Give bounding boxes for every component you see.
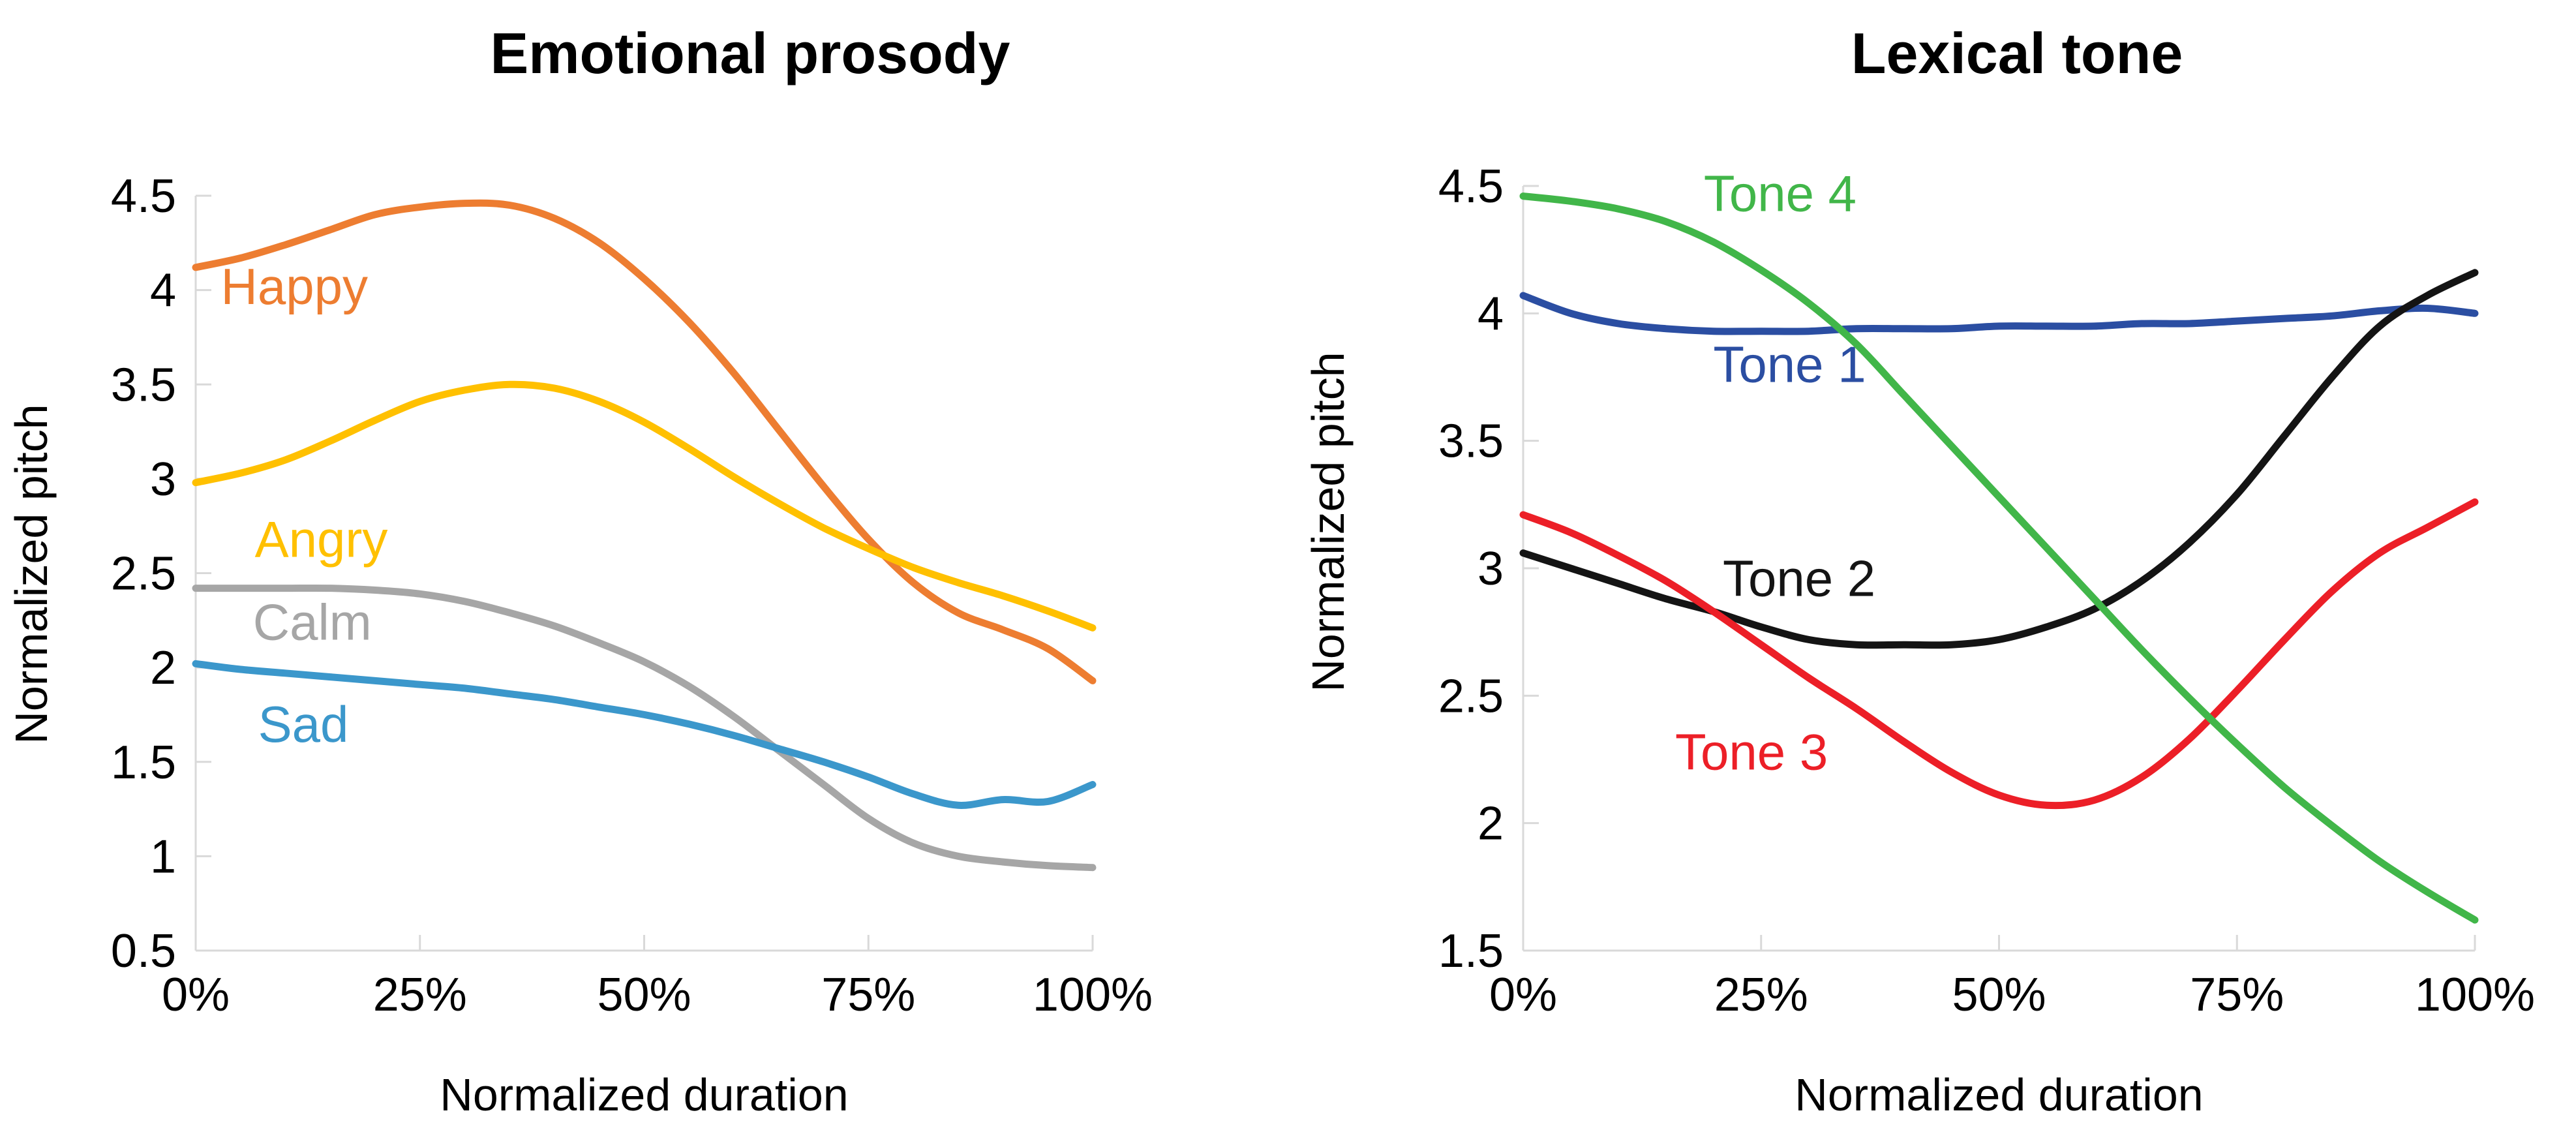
lexical-tone-panel: Lexical tone Normalized pitch Normalized d… bbox=[1288, 0, 2576, 1145]
x-tick-label: 0% bbox=[1489, 969, 1557, 1021]
x-tick-label: 75% bbox=[821, 969, 915, 1021]
chart-title: Lexical tone bbox=[1851, 21, 2183, 85]
y-tick-label: 2.5 bbox=[1438, 670, 1504, 722]
y-tick-label: 3.5 bbox=[111, 359, 176, 411]
y-tick-label: 2 bbox=[150, 642, 176, 694]
series-line-tone-4 bbox=[1519, 192, 2479, 924]
series-line-angry bbox=[192, 380, 1097, 632]
series-line-calm bbox=[192, 584, 1097, 872]
series-line-tone-3 bbox=[1519, 498, 2479, 810]
series-label-sad: Sad bbox=[258, 695, 349, 753]
emotional-prosody-panel: Emotional prosody Normalized pitch Normali… bbox=[6, 21, 1153, 1120]
x-tick-label: 25% bbox=[373, 969, 467, 1021]
y-tick-label: 3.5 bbox=[1438, 416, 1504, 468]
y-tick-label: 3 bbox=[1477, 543, 1504, 595]
series-label-tone-2: Tone 2 bbox=[1723, 550, 1875, 607]
y-tick-label: 1.5 bbox=[1438, 925, 1504, 977]
series-label-tone-4: Tone 4 bbox=[1704, 165, 1856, 222]
y-tick-label: 1 bbox=[150, 831, 176, 883]
y-tick-label: 4 bbox=[150, 265, 176, 317]
lexical-tone-chart: Lexical tone Normalized pitch Normalized d… bbox=[1303, 21, 2535, 1120]
series-line-sad bbox=[192, 660, 1097, 809]
chart-title: Emotional prosody bbox=[491, 21, 1010, 85]
x-tick-label: 50% bbox=[1952, 969, 2046, 1021]
series-label-happy: Happy bbox=[221, 258, 368, 315]
y-tick-label: 4.5 bbox=[111, 170, 176, 222]
y-axis-title: Normalized pitch bbox=[1303, 352, 1354, 692]
y-tick-label: 3 bbox=[150, 453, 176, 506]
y-axis-title: Normalized pitch bbox=[6, 404, 57, 744]
x-tick-label: 100% bbox=[2415, 969, 2535, 1021]
emotional-prosody-chart: Emotional prosody Normalized pitch Normali… bbox=[6, 21, 1153, 1120]
x-axis-title: Normalized duration bbox=[1795, 1069, 2203, 1120]
x-tick-label: 50% bbox=[597, 969, 691, 1021]
x-tick-label: 0% bbox=[162, 969, 230, 1021]
y-tick-label: 4.5 bbox=[1438, 160, 1504, 213]
x-axis-title: Normalized duration bbox=[440, 1069, 848, 1120]
y-tick-label: 4 bbox=[1477, 288, 1504, 340]
y-tick-label: 2 bbox=[1477, 798, 1504, 850]
series-line-tone-1 bbox=[1519, 292, 2479, 335]
series-label-tone-3: Tone 3 bbox=[1675, 723, 1828, 780]
x-tick-label: 100% bbox=[1033, 969, 1153, 1021]
series-label-calm: Calm bbox=[253, 594, 372, 651]
y-tick-label: 2.5 bbox=[111, 548, 176, 600]
x-tick-label: 75% bbox=[2190, 969, 2284, 1021]
y-tick-label: 0.5 bbox=[111, 925, 176, 977]
series-line-happy bbox=[192, 199, 1097, 684]
x-tick-label: 25% bbox=[1714, 969, 1808, 1021]
series-label-angry: Angry bbox=[255, 510, 388, 568]
series-line-tone-2 bbox=[1519, 269, 2479, 649]
series-label-tone-1: Tone 1 bbox=[1713, 335, 1866, 393]
y-tick-label: 1.5 bbox=[111, 737, 176, 789]
